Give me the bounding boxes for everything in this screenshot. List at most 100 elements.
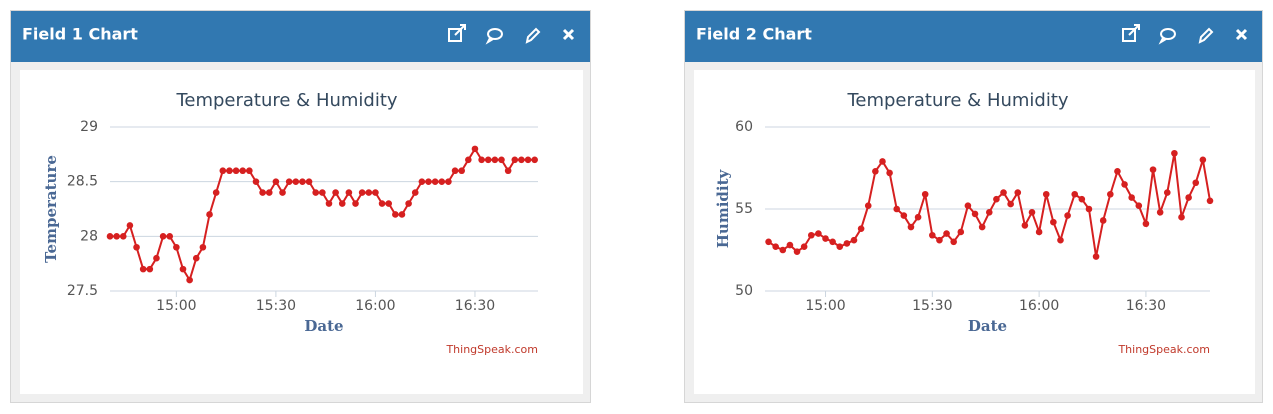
chart-card — [20, 70, 583, 394]
data-point — [1057, 236, 1064, 244]
data-point — [438, 178, 446, 185]
data-point — [173, 243, 180, 251]
data-point — [153, 254, 160, 262]
x-tick-label: 15:00 — [156, 298, 196, 314]
data-point — [305, 178, 313, 185]
data-point — [133, 243, 140, 251]
data-point — [186, 276, 193, 284]
data-point — [411, 189, 419, 196]
data-point — [239, 167, 247, 175]
data-point — [1199, 156, 1207, 164]
data-point — [971, 210, 979, 218]
data-point — [531, 156, 538, 164]
credit: ThingSpeak.com — [1117, 343, 1210, 356]
x-axis-label: Date — [968, 317, 1007, 335]
edit-icon[interactable] — [1198, 27, 1214, 44]
close-icon[interactable] — [1235, 28, 1248, 41]
data-point — [146, 265, 154, 273]
data-point — [779, 246, 787, 254]
data-point — [332, 189, 339, 196]
data-point — [498, 156, 505, 164]
data-point — [1092, 253, 1100, 260]
y-tick-label: 60 — [735, 119, 753, 135]
data-point — [199, 243, 207, 251]
data-point — [1185, 194, 1192, 201]
data-point — [425, 178, 432, 185]
data-point — [1142, 220, 1150, 228]
x-tick-label: 15:00 — [805, 298, 845, 314]
data-point — [829, 238, 836, 246]
close-icon[interactable] — [562, 28, 575, 41]
panel-title: Field 2 Chart — [696, 25, 812, 44]
chart-card — [694, 70, 1255, 394]
data-point — [179, 265, 187, 273]
data-point — [338, 200, 346, 207]
data-point — [993, 195, 1000, 203]
data-point — [385, 200, 392, 207]
data-point — [299, 178, 306, 185]
data-point — [1042, 190, 1050, 198]
data-point — [1178, 213, 1185, 221]
data-point — [1000, 189, 1007, 196]
data-point — [166, 233, 174, 240]
credit: ThingSpeak.com — [445, 343, 538, 356]
data-point — [445, 178, 452, 185]
x-axis-label: Date — [304, 317, 343, 335]
data-point — [929, 231, 936, 239]
data-point — [392, 211, 399, 218]
data-point — [850, 236, 858, 244]
data-point — [524, 156, 532, 164]
open-icon[interactable] — [1122, 24, 1140, 42]
data-point — [957, 228, 965, 236]
data-point — [451, 167, 459, 175]
data-point — [378, 200, 386, 207]
data-point — [279, 189, 286, 196]
x-tick-label: 16:00 — [1019, 298, 1059, 314]
data-point — [484, 156, 492, 164]
data-point — [252, 178, 260, 185]
data-point — [478, 156, 485, 164]
data-point — [950, 238, 957, 246]
data-point — [325, 200, 333, 207]
data-point — [836, 243, 844, 251]
x-tick-label: 15:30 — [912, 298, 952, 314]
data-point — [1064, 212, 1071, 219]
data-point — [345, 189, 353, 196]
data-point — [815, 230, 822, 237]
data-point — [285, 178, 293, 185]
data-point — [126, 222, 134, 229]
data-point — [807, 231, 815, 239]
data-point — [352, 200, 359, 207]
data-point — [907, 223, 915, 231]
data-point — [1099, 217, 1107, 224]
data-point — [1135, 202, 1143, 210]
data-point — [372, 189, 379, 196]
data-point — [1035, 228, 1043, 236]
data-point — [857, 225, 865, 232]
data-point — [312, 189, 320, 196]
data-point — [1021, 222, 1029, 229]
edit-icon[interactable] — [525, 27, 541, 44]
data-point — [358, 189, 366, 196]
data-point — [504, 167, 512, 175]
y-axis-label: Temperature — [42, 155, 60, 263]
open-icon[interactable] — [448, 24, 466, 42]
data-point — [518, 156, 525, 164]
data-point — [1206, 197, 1214, 205]
data-point — [1107, 190, 1114, 198]
y-tick-label: 50 — [735, 283, 753, 299]
y-tick-label: 29 — [80, 119, 98, 135]
data-point — [471, 145, 479, 153]
data-point — [1128, 194, 1135, 201]
data-point — [365, 189, 373, 196]
y-tick-label: 28.5 — [67, 174, 98, 190]
data-point — [212, 189, 220, 196]
data-point — [206, 211, 213, 218]
comment-icon[interactable] — [485, 28, 503, 45]
data-point — [893, 205, 901, 213]
data-point — [1050, 218, 1057, 226]
data-point — [1085, 205, 1093, 213]
panel-1: Field 1 Chart — [10, 10, 591, 403]
comment-icon[interactable] — [1158, 28, 1176, 45]
